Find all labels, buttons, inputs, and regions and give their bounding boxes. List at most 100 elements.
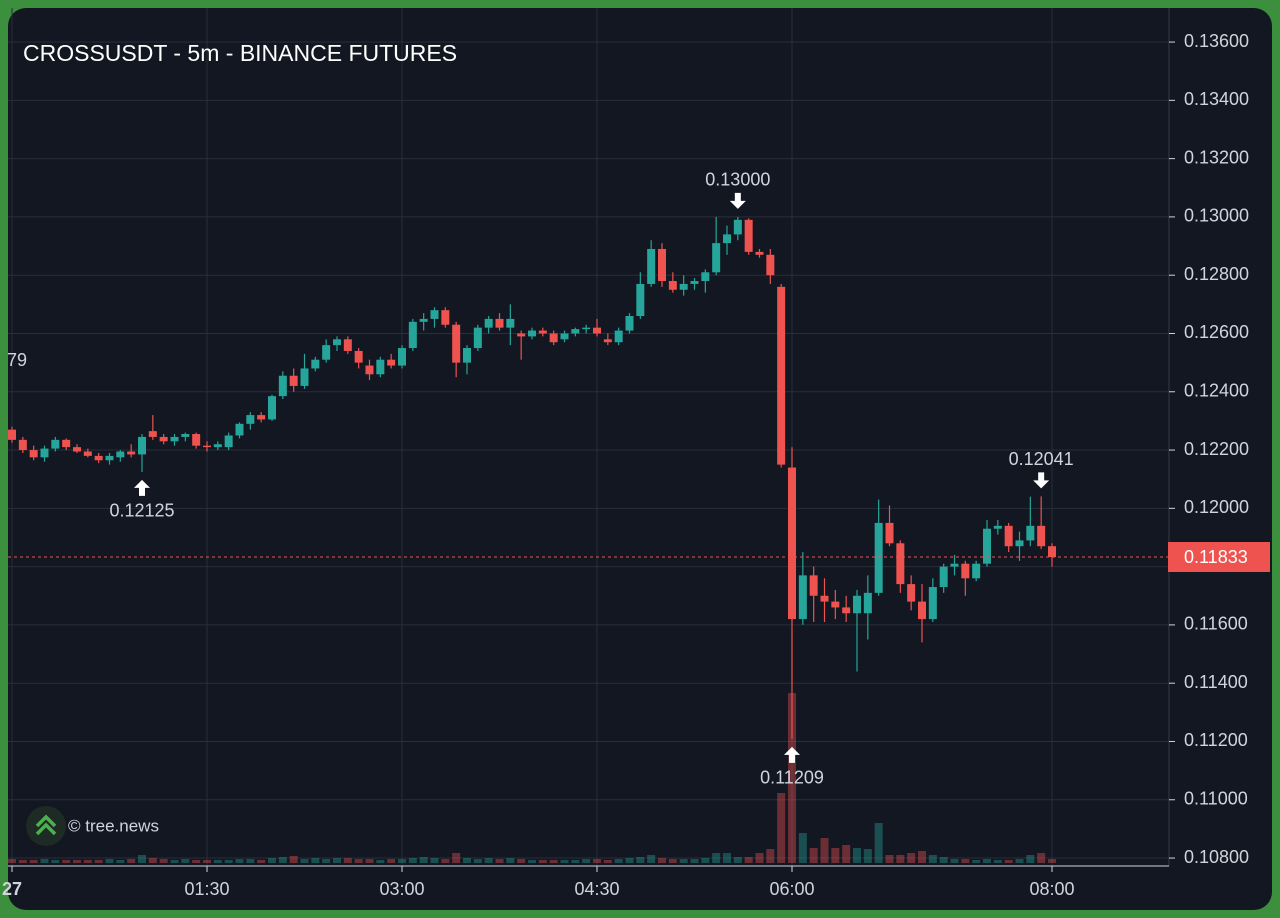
y-tick-label: 0.13200: [1184, 147, 1249, 167]
volume-bar: [517, 859, 526, 863]
candle-body: [8, 429, 16, 440]
volume-bar: [842, 845, 851, 863]
volume-bar: [246, 859, 255, 863]
volume-bar: [473, 859, 482, 863]
volume-bar: [40, 859, 49, 863]
logo-mark: [35, 814, 57, 836]
volume-bar: [51, 860, 60, 863]
candle-body: [701, 272, 710, 282]
candle-body: [896, 543, 905, 585]
candle-body: [560, 333, 569, 340]
candle-body: [1004, 525, 1013, 547]
volume-bar: [1048, 859, 1056, 863]
volume-bar: [441, 859, 450, 863]
candle-body: [246, 415, 255, 424]
volume-bar: [918, 851, 926, 863]
candle-body: [993, 525, 1002, 529]
candle-body: [647, 248, 656, 284]
volume-bar: [365, 859, 374, 863]
candle-body: [278, 375, 287, 397]
candle-body: [40, 448, 49, 458]
last-price-box: [1168, 542, 1270, 573]
volume-bar: [257, 860, 266, 863]
candle-body: [311, 359, 320, 369]
candle-body: [51, 439, 60, 449]
volume-bar: [1026, 855, 1035, 863]
volume-bar: [159, 859, 168, 863]
volume-bar: [268, 858, 276, 863]
candle-body: [300, 368, 309, 386]
candle-body: [29, 450, 38, 458]
volume-bar: [94, 860, 103, 863]
volume-bar: [484, 858, 493, 863]
candle-body: [809, 575, 818, 596]
candle-body: [441, 310, 450, 325]
candle-body: [863, 592, 872, 614]
candle-body: [170, 436, 179, 442]
volume-bar: [419, 857, 428, 863]
candle-body: [105, 455, 114, 461]
candle-body: [571, 329, 580, 334]
candle-body: [961, 563, 970, 579]
volume-bar: [582, 859, 591, 863]
candle-body: [538, 330, 547, 334]
volume-bar: [398, 859, 406, 863]
volume-bar: [961, 859, 970, 863]
volume-bar: [993, 860, 1002, 863]
volume-bar: [636, 857, 645, 863]
volume-bar: [105, 859, 114, 863]
volume-bar: [755, 853, 764, 863]
candle-body: [658, 248, 666, 282]
volume-bar: [603, 860, 612, 863]
volume-bar: [733, 857, 742, 863]
watermark: © tree.news: [68, 816, 159, 835]
volume-bar: [224, 860, 233, 863]
volume-bar: [625, 858, 634, 863]
candle-body: [668, 281, 677, 290]
volume-bar: [571, 860, 580, 863]
candle-body: [289, 375, 298, 386]
volume-bar: [614, 859, 623, 863]
volume-bar: [8, 859, 16, 863]
volume-bar: [333, 858, 341, 863]
volume-bar: [181, 859, 190, 863]
cropped-label: 79: [7, 350, 27, 370]
volume-bar: [853, 848, 861, 863]
volume-bar: [408, 858, 417, 863]
candle-body: [874, 522, 883, 593]
volume-bar: [170, 860, 179, 863]
candle-body: [18, 439, 27, 451]
candle-body: [127, 451, 136, 455]
volume-bar: [863, 849, 872, 863]
x-tick-label: 01:30: [184, 879, 229, 899]
candle-body: [1026, 525, 1035, 541]
candle-body: [1037, 525, 1046, 547]
volume-bar: [430, 858, 439, 863]
candles: [8, 216, 1056, 739]
volume-bar: [495, 859, 504, 863]
y-tick-label: 0.11200: [1184, 730, 1248, 750]
volume-bar: [690, 859, 699, 863]
y-tick-label: 0.11000: [1184, 789, 1248, 809]
volume-bar: [907, 853, 916, 863]
y-tick-label: 0.12400: [1184, 381, 1249, 401]
volume-bar: [972, 860, 981, 863]
candle-body: [408, 321, 417, 349]
volume-bar: [788, 693, 796, 863]
volume-bar: [192, 860, 201, 863]
volume-bar: [538, 860, 547, 863]
candle-body: [235, 423, 244, 436]
candle-body: [593, 327, 601, 334]
candle-body: [549, 333, 558, 343]
labels: 0.13600 0.13400 0.13200 0.13000 0.12800 0.126…: [2, 31, 1270, 899]
candle-body: [257, 415, 266, 420]
candle-body: [853, 595, 861, 614]
volume-bar: [983, 859, 991, 863]
candle-body: [517, 333, 526, 337]
annotation-label: 0.12125: [109, 501, 174, 521]
candle-body: [83, 451, 92, 456]
candle-body: [798, 575, 807, 620]
x-tick-label: 06:00: [769, 879, 814, 899]
volume-bar: [148, 858, 157, 863]
candle-body: [473, 327, 482, 349]
